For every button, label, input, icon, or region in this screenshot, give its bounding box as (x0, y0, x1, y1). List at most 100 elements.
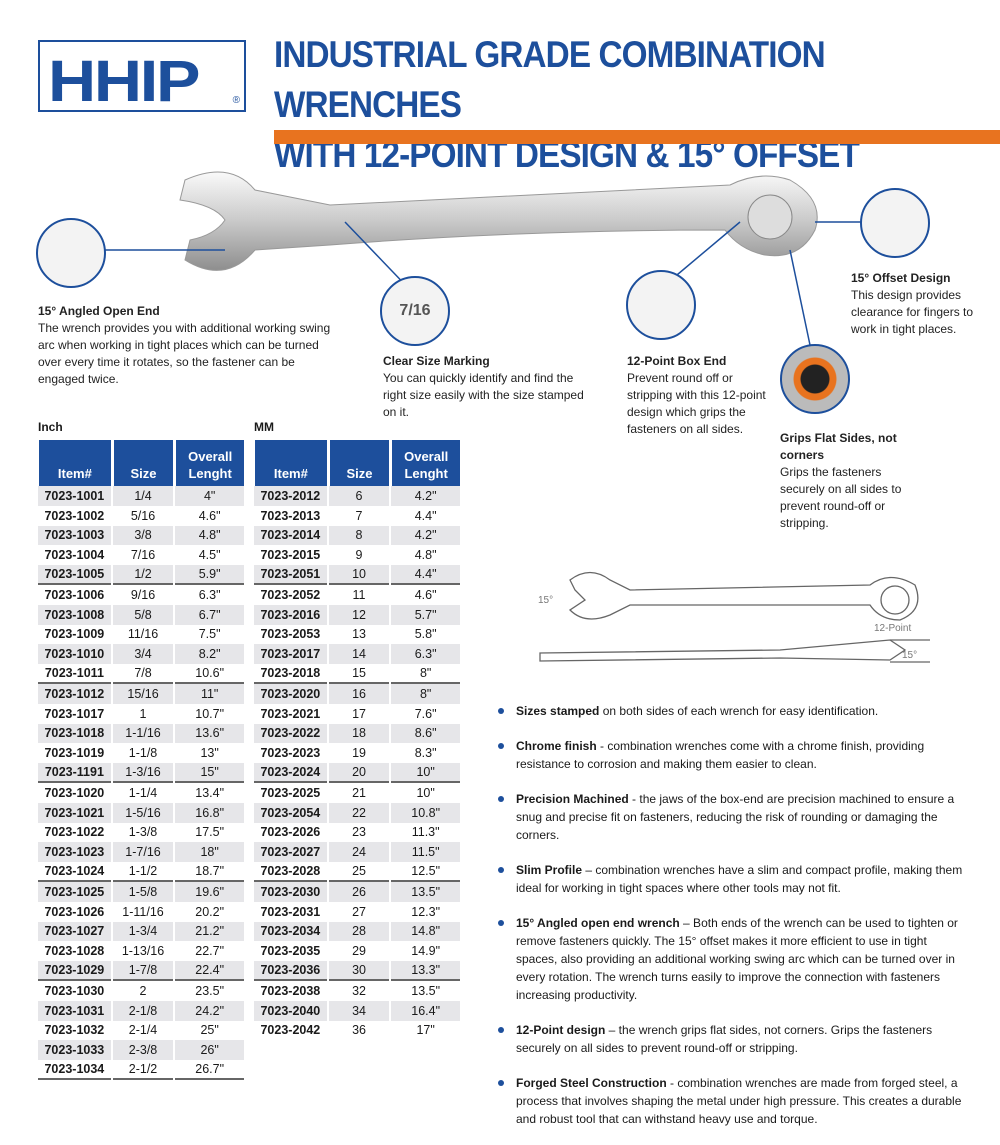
table-row: 7023-2023 19 8.3" (254, 743, 460, 763)
feature-title: 12-Point design (516, 1023, 606, 1037)
table-header-row: Item# Size Overall Lenght (254, 440, 460, 486)
size: 1-1/16 (112, 723, 174, 744)
table-row: 7023-1020 1-1/4 13.4" (38, 783, 244, 803)
table-row: 7023-2052 11 4.6" (254, 585, 460, 605)
size: 29 (352, 944, 366, 959)
table-row: 7023-1023 1-7/16 18" (38, 842, 244, 863)
size: 7/8 (112, 664, 174, 684)
item-number: 7023-1009 (44, 627, 105, 642)
item-number: 7023-2051 (254, 565, 327, 585)
title-line-1: INDUSTRIAL GRADE COMBINATION WRENCHES (274, 34, 826, 125)
open-end-closeup-icon (36, 218, 106, 288)
table-row: 7023-2042 36 17" (254, 1021, 460, 1041)
size: 34 (328, 1000, 390, 1021)
table-row: 7023-1022 1-3/8 17.5" (38, 823, 244, 843)
table-row: 7023-1017 1 10.7" (38, 704, 244, 724)
overall-length: 4.2" (391, 486, 460, 506)
item-number: 7023-1019 (44, 746, 105, 761)
table-row: 7023-2030 26 13.5" (254, 881, 460, 902)
callout-open-end: 15° Angled Open End The wrench provides y… (38, 304, 331, 386)
table-row: 7023-1191 1-3/16 15" (38, 763, 244, 783)
item-number: 7023-1033 (38, 1040, 111, 1061)
overall-length: 19.6" (175, 881, 244, 902)
item-number: 7023-2024 (254, 763, 327, 783)
size: 1-13/16 (121, 944, 165, 959)
callout-offset: 15° Offset Design This design provides cl… (851, 271, 974, 336)
point-label: 12-Point (874, 623, 911, 634)
overall-length: 10.7" (195, 706, 225, 721)
overall-length: 11.5" (391, 842, 460, 863)
size: 1-3/8 (128, 825, 158, 840)
size: 1-7/16 (112, 842, 174, 863)
item-number: 7023-1012 (38, 683, 111, 704)
overall-length: 13.3" (391, 961, 460, 981)
size: 12 (328, 604, 390, 625)
size: 5/8 (112, 604, 174, 625)
item-number: 7023-2053 (260, 627, 321, 642)
size: 28 (328, 921, 390, 942)
callout-size-marking: Clear Size Marking You can quickly identi… (383, 354, 584, 419)
inch-table-label: Inch (38, 420, 63, 434)
table-row: 7023-2026 23 11.3" (254, 823, 460, 843)
size: 9/16 (130, 587, 156, 602)
size: 2 (139, 983, 147, 998)
table-row: 7023-1032 2-1/4 25" (38, 1021, 244, 1041)
mm-size-table: Item# Size Overall Lenght 7023-2012 6 4.2" 702… (252, 440, 462, 1040)
overall-length: 26.7" (175, 1060, 244, 1080)
overall-length: 4.4" (391, 565, 460, 585)
table-row: 7023-1018 1-1/16 13.6" (38, 723, 244, 744)
item-number: 7023-1008 (38, 604, 111, 625)
overall-length: 4.8" (175, 525, 244, 546)
overall-length: 17" (416, 1023, 435, 1038)
overall-length: 13.4" (195, 785, 225, 800)
size: 21 (352, 785, 366, 800)
table-row: 7023-1009 11/16 7.5" (38, 625, 244, 645)
overall-length: 8" (391, 664, 460, 684)
table-row: 7023-1031 2-1/8 24.2" (38, 1000, 244, 1021)
overall-length: 10" (391, 763, 460, 783)
overall-length: 14.9" (411, 944, 441, 959)
overall-length: 5.8" (414, 627, 437, 642)
table-row: 7023-1012 15/16 11" (38, 683, 244, 704)
mm-table-label: MM (254, 420, 274, 434)
table-row: 7023-2027 24 11.5" (254, 842, 460, 863)
table-row: 7023-2053 13 5.8" (254, 625, 460, 645)
table-row: 7023-1002 5/16 4.6" (38, 506, 244, 526)
size: 2-1/4 (128, 1023, 158, 1038)
table-row: 7023-2034 28 14.8" (254, 921, 460, 942)
size: 2-3/8 (112, 1040, 174, 1061)
overall-length: 8.3" (414, 746, 437, 761)
table-row: 7023-2054 22 10.8" (254, 802, 460, 823)
item-number: 7023-2027 (254, 842, 327, 863)
size: 3/8 (112, 525, 174, 546)
item-number: 7023-1011 (38, 664, 111, 684)
wrench-body (179, 171, 818, 271)
overall-length: 18" (175, 842, 244, 863)
feature-item: Sizes stamped on both sides of each wren… (498, 702, 968, 720)
table-row: 7023-1026 1-11/16 20.2" (38, 902, 244, 922)
table-row: 7023-2040 34 16.4" (254, 1000, 460, 1021)
item-number: 7023-1027 (38, 921, 111, 942)
table-row: 7023-2016 12 5.7" (254, 604, 460, 625)
size: 1-1/2 (112, 862, 174, 882)
feature-text: on both sides of each wrench for easy id… (599, 704, 879, 718)
item-number: 7023-2030 (254, 881, 327, 902)
table-row: 7023-1003 3/8 4.8" (38, 525, 244, 546)
table-header-row: Item# Size Overall Lenght (38, 440, 244, 486)
table-row: 7023-2015 9 4.8" (254, 545, 460, 565)
size: 24 (328, 842, 390, 863)
feature-item: Chrome finish - combination wrenches com… (498, 737, 968, 773)
size: 1-5/8 (112, 881, 174, 902)
table-row: 7023-2022 18 8.6" (254, 723, 460, 744)
size: 1-5/16 (112, 802, 174, 823)
table-row: 7023-1004 7/16 4.5" (38, 545, 244, 565)
item-number: 7023-2017 (254, 644, 327, 665)
item-number: 7023-2031 (260, 904, 321, 919)
callout-grips: Grips Flat Sides, not corners Grips the f… (780, 431, 902, 530)
feature-title: Forged Steel Construction (516, 1076, 667, 1090)
column-header: Overall Lenght (391, 440, 460, 486)
overall-length: 21.2" (175, 921, 244, 942)
overall-length: 26" (175, 1040, 244, 1061)
item-number: 7023-1032 (44, 1023, 105, 1038)
column-header: Size (328, 440, 390, 486)
